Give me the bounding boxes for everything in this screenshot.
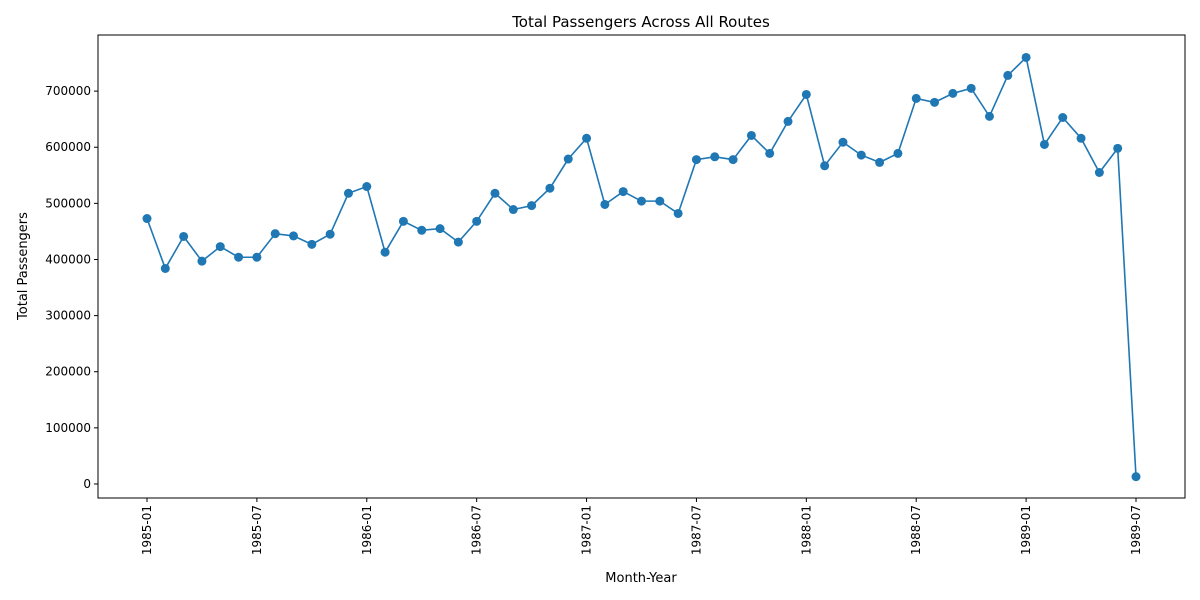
data-point xyxy=(1113,143,1123,153)
x-tick-label: 1987-07 xyxy=(689,505,703,555)
y-tick-label: 600000 xyxy=(45,140,91,154)
data-point xyxy=(362,182,372,192)
data-point xyxy=(618,187,628,197)
x-tick-label: 1985-07 xyxy=(250,505,264,555)
data-point xyxy=(417,225,427,235)
data-point xyxy=(1131,472,1141,482)
x-tick-label: 1986-01 xyxy=(360,505,374,555)
y-tick-label: 400000 xyxy=(45,252,91,266)
data-point xyxy=(234,252,244,262)
data-point xyxy=(1076,133,1086,143)
data-point xyxy=(856,150,866,160)
data-point xyxy=(197,256,207,266)
x-tick-label: 1986-07 xyxy=(470,505,484,555)
data-point xyxy=(472,216,482,226)
data-point xyxy=(710,152,720,162)
data-point xyxy=(252,252,262,262)
data-point xyxy=(765,148,775,158)
data-point xyxy=(508,205,518,215)
data-point xyxy=(435,224,445,234)
data-point xyxy=(801,89,811,99)
data-point xyxy=(179,231,189,241)
data-point xyxy=(783,116,793,126)
data-point xyxy=(527,201,537,211)
series-layer xyxy=(142,52,1141,482)
data-point xyxy=(948,88,958,98)
data-point xyxy=(728,155,738,165)
data-point xyxy=(600,199,610,209)
data-point xyxy=(343,188,353,198)
data-point xyxy=(398,216,408,226)
data-point xyxy=(160,263,170,273)
x-axis: 1985-01 1985-07 1986-01 1986-07 1987-01 1987-… xyxy=(140,498,1143,555)
data-point xyxy=(911,93,921,103)
y-tick-label: 500000 xyxy=(45,196,91,210)
data-point xyxy=(545,183,555,193)
data-point xyxy=(746,130,756,140)
x-tick-label: 1985-01 xyxy=(140,505,154,555)
data-point xyxy=(307,239,317,249)
data-point xyxy=(893,148,903,158)
y-tick-label: 200000 xyxy=(45,365,91,379)
plot-frame xyxy=(97,34,1186,499)
data-point xyxy=(142,214,152,224)
data-point xyxy=(673,208,683,218)
y-tick-label: 700000 xyxy=(45,84,91,98)
x-tick-label: 1989-07 xyxy=(1129,505,1143,555)
x-axis-label: Month-Year xyxy=(605,571,677,586)
data-point xyxy=(1003,70,1013,80)
data-point xyxy=(1058,113,1068,122)
x-tick-label: 1989-01 xyxy=(1019,505,1033,555)
chart-title: Total Passengers Across All Routes xyxy=(511,13,770,31)
data-point xyxy=(289,231,299,241)
y-tick-label: 300000 xyxy=(45,309,91,323)
data-point xyxy=(984,111,994,121)
data-point xyxy=(453,237,463,247)
x-tick-label: 1987-01 xyxy=(580,505,594,555)
y-tick-label: 100000 xyxy=(45,421,91,435)
data-point xyxy=(215,242,225,252)
y-tick-label: 0 xyxy=(83,477,91,491)
data-point xyxy=(490,188,500,198)
data-point xyxy=(930,97,940,107)
data-point xyxy=(637,196,646,206)
data-point xyxy=(582,133,592,143)
data-point xyxy=(655,196,665,206)
data-point xyxy=(875,157,885,167)
data-point xyxy=(966,83,976,93)
data-point xyxy=(325,229,335,239)
x-tick-label: 1988-07 xyxy=(909,505,923,555)
x-tick-label: 1988-01 xyxy=(799,505,813,555)
data-point xyxy=(820,161,830,171)
data-point xyxy=(1021,52,1031,62)
data-point xyxy=(1039,139,1049,149)
data-point xyxy=(838,137,848,147)
data-point xyxy=(563,154,573,164)
data-point xyxy=(691,155,701,165)
data-point xyxy=(270,229,280,239)
data-point xyxy=(380,247,390,257)
data-point xyxy=(1094,168,1104,177)
y-axis-label: Total Passengers xyxy=(16,212,31,321)
y-axis: 0 100000 200000 300000 400000 500000 600000 700… xyxy=(45,84,98,491)
